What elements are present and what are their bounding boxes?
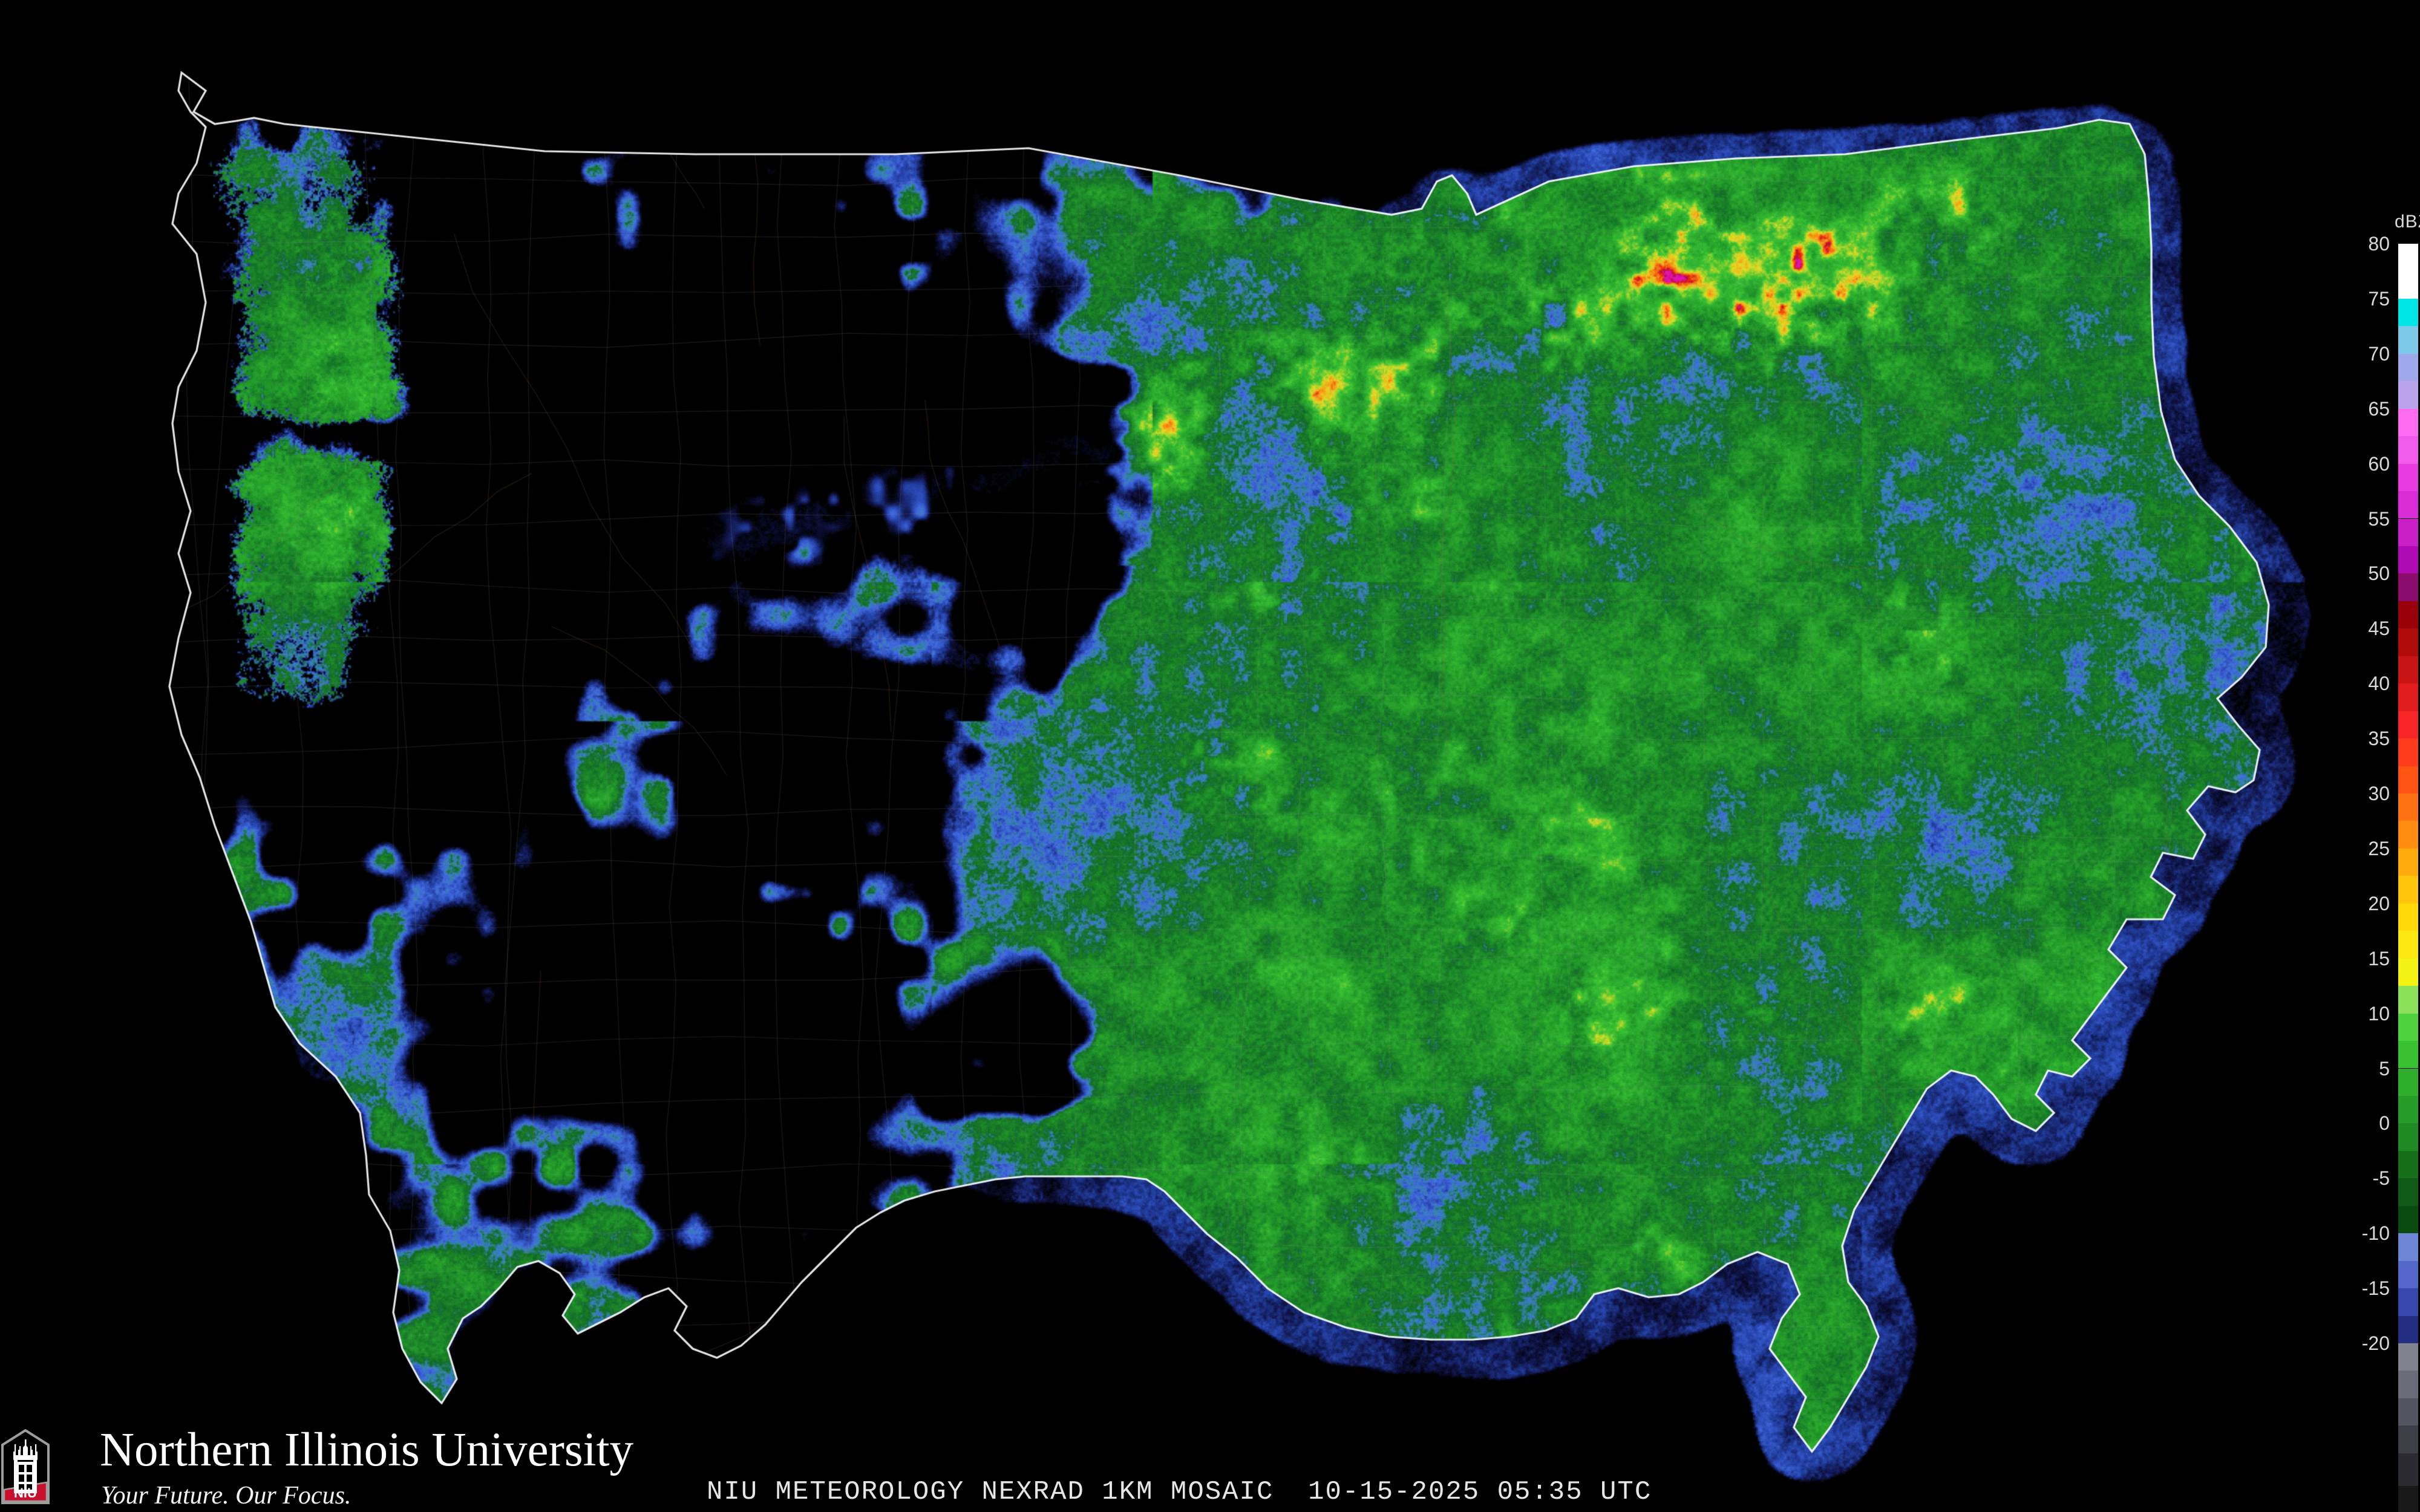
svg-text:NIU: NIU xyxy=(14,1485,37,1501)
